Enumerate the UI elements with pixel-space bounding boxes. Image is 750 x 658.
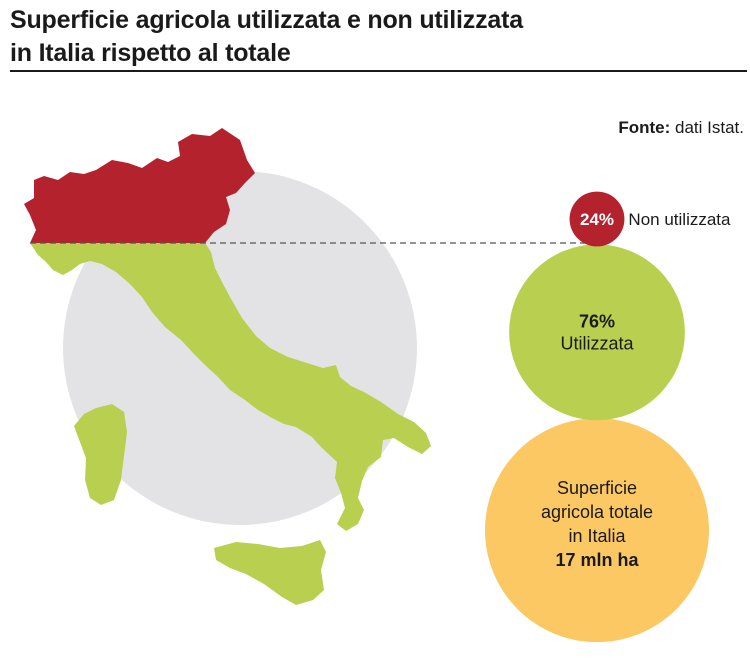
source-text: dati Istat. — [675, 118, 744, 137]
bubble-totale — [485, 418, 709, 643]
chart-title-line-2: in Italia rispetto al totale — [10, 39, 291, 67]
chart-title: Superficie agricola utilizzata e non uti… — [10, 4, 740, 70]
label-totale-line-1: Superficie — [557, 478, 637, 498]
italy-mainland-used — [30, 243, 431, 531]
label-totale-line-2: agricola totale — [541, 502, 653, 522]
source-label: Fonte: — [618, 118, 671, 137]
chart-title-line-1: Superficie agricola utilizzata e non uti… — [10, 6, 523, 34]
italy-north-unused — [24, 128, 255, 243]
label-totale-value: 17 mln ha — [555, 550, 639, 570]
label-non-utilizzata-name: Non utilizzata — [628, 210, 731, 229]
bubble-non-utilizzata — [569, 191, 625, 247]
bubble-utilizzata — [509, 244, 685, 421]
label-non-utilizzata-share: 24% — [580, 210, 614, 229]
label-totale-line-3: in Italia — [568, 526, 626, 546]
sardinia — [74, 404, 127, 505]
label-utilizzata-name: Utilizzata — [560, 333, 634, 353]
sicily — [214, 540, 326, 605]
source-note: Fonte: dati Istat. — [618, 118, 744, 138]
italy-map — [24, 128, 431, 605]
label-utilizzata-share: 76% — [579, 311, 615, 331]
title-divider — [10, 70, 747, 72]
bubble-group: 24% Non utilizzata 76%Utilizzata Superficie… — [485, 191, 731, 643]
